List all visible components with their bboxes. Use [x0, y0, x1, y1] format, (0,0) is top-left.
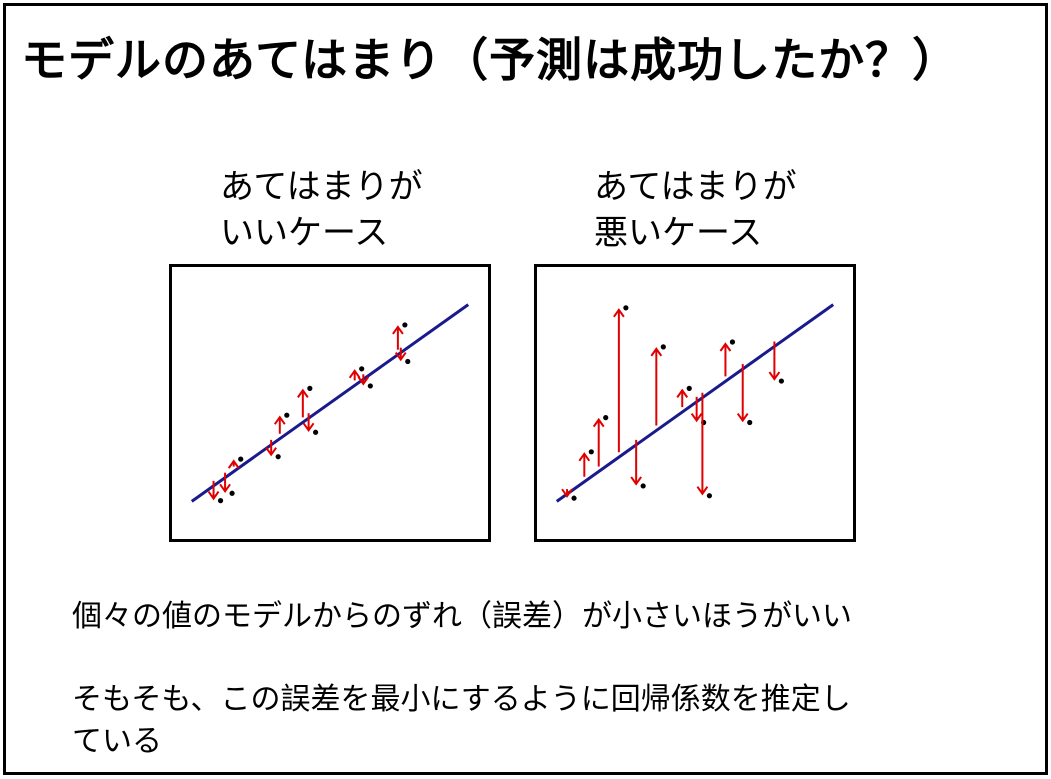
residual-arrowhead	[690, 412, 703, 423]
data-point	[729, 339, 736, 345]
data-point	[405, 358, 411, 365]
note-error-small: 個々の値のモデルからのずれ（誤差）が小さいほうがいい	[72, 599, 852, 634]
caption-good-line2: いいケース	[220, 213, 389, 253]
data-point	[623, 305, 629, 311]
data-point	[229, 490, 235, 496]
residual-arrowhead	[592, 417, 605, 428]
regression-line	[555, 303, 835, 503]
data-point	[603, 415, 609, 421]
residual-arrowhead	[348, 369, 361, 379]
page-title: モデルのあてはまり（予測は成功したか？）	[21, 33, 960, 87]
slide: モデルのあてはまり（予測は成功したか？） あてはまりが いいケース あてはまりが…	[3, 3, 1048, 775]
data-point	[571, 495, 577, 501]
data-point	[275, 454, 281, 460]
residual-arrowhead	[768, 371, 781, 381]
regression-line	[190, 303, 470, 503]
residual-arrowhead	[613, 308, 625, 318]
caption-bad-fit: あてはまりが 悪いケース	[594, 164, 797, 256]
residual-arrowhead	[394, 351, 407, 362]
residual-arrowhead	[736, 412, 749, 423]
data-point	[640, 483, 646, 489]
data-point	[588, 449, 594, 455]
note-least-squares-line1: そもそも、この誤差を最小にするように回帰係数を推定し	[72, 682, 851, 717]
scatter-plot-good-fit	[190, 303, 470, 504]
caption-bad-line1: あてはまりが	[594, 167, 797, 207]
data-point	[284, 412, 290, 418]
data-point	[367, 383, 373, 389]
residual-arrowhead	[227, 459, 240, 469]
data-point	[238, 456, 244, 462]
caption-bad-line2: 悪いケース	[594, 213, 763, 253]
residual-arrowhead	[219, 483, 231, 494]
residual-arrowhead	[561, 488, 573, 498]
scatter-plot-bad-fit	[555, 303, 835, 503]
residual-arrowhead	[696, 486, 709, 496]
data-point	[747, 419, 753, 426]
caption-good-line1: あてはまりが	[220, 167, 423, 207]
scatter-panel-good-fit	[169, 264, 491, 542]
data-point	[402, 322, 408, 328]
residual-arrowhead	[578, 452, 591, 462]
data-point	[217, 498, 224, 504]
residual-arrowhead	[207, 491, 220, 501]
data-point	[313, 429, 319, 435]
data-point	[778, 378, 784, 384]
data-point	[660, 344, 666, 350]
residual-arrowhead	[273, 415, 286, 425]
residual-arrowhead	[297, 388, 309, 398]
residual-arrowhead	[357, 376, 370, 386]
data-point	[307, 385, 313, 391]
caption-good-fit: あてはまりが いいケース	[220, 164, 423, 256]
note-least-squares: そもそも、この誤差を最小にするように回帰係数を推定し ている	[72, 679, 851, 763]
residual-arrowhead	[302, 422, 315, 433]
data-point	[359, 366, 365, 372]
note-least-squares-line2: ている	[72, 724, 162, 759]
residual-arrowhead	[265, 447, 277, 457]
residual-arrowhead	[650, 347, 663, 357]
data-point	[706, 493, 712, 499]
residual-arrowhead	[392, 325, 404, 335]
data-point	[686, 385, 692, 391]
scatter-panel-bad-fit	[534, 264, 856, 542]
residual-arrowhead	[630, 476, 642, 486]
residual-arrowhead	[719, 342, 732, 352]
residual-arrowhead	[676, 388, 689, 398]
